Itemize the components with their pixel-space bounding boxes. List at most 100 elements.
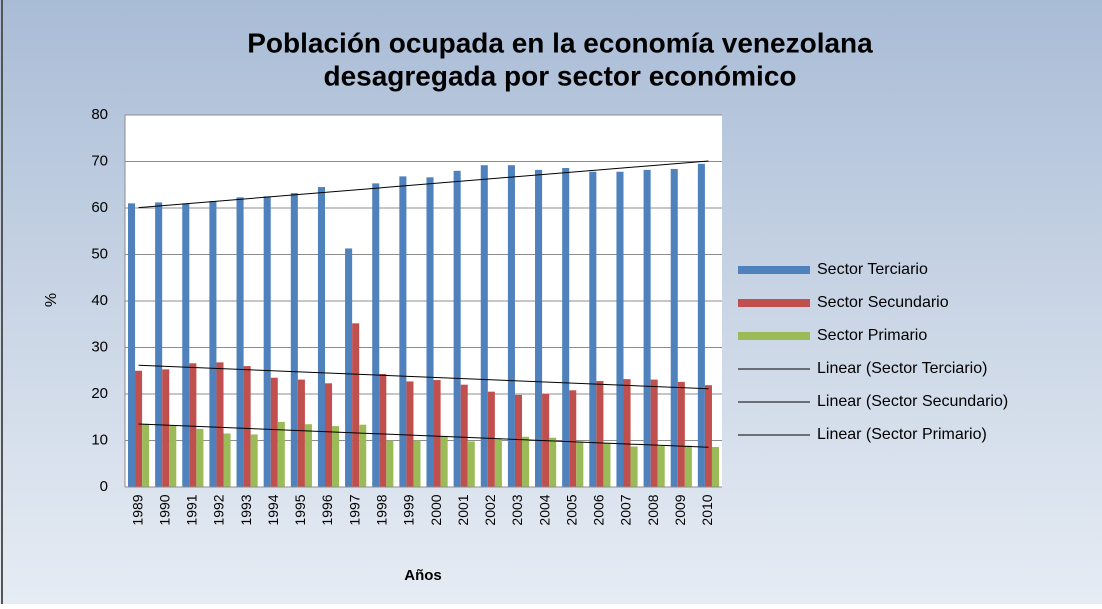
chart-subtitle: desagregada por sector económico — [323, 60, 796, 91]
bar — [324, 383, 333, 487]
y-tick-label: 10 — [91, 431, 108, 448]
x-tick-label: 2009 — [672, 494, 688, 525]
bar — [453, 170, 461, 488]
legend-label: Sector Primario — [817, 327, 927, 344]
bar — [352, 323, 360, 487]
bar — [243, 366, 251, 487]
bar — [711, 447, 720, 487]
y-tick-label: 0 — [100, 478, 108, 495]
x-tick-label: 2003 — [509, 494, 525, 525]
bar — [426, 177, 434, 487]
bar — [345, 248, 353, 487]
bar — [650, 379, 658, 487]
bar — [589, 171, 597, 488]
bar — [290, 193, 298, 487]
bar — [127, 203, 136, 487]
bar — [440, 435, 448, 487]
bar — [216, 362, 224, 487]
x-tick-label: 1992 — [211, 494, 227, 525]
bar — [359, 424, 367, 487]
bar — [460, 384, 468, 487]
bar — [196, 428, 204, 487]
bar — [372, 183, 380, 488]
x-tick-label: 2010 — [699, 494, 715, 525]
bar — [135, 370, 143, 487]
bar — [596, 380, 604, 487]
x-tick-label: 1990 — [156, 494, 172, 525]
bar — [223, 433, 231, 487]
x-tick-label: 2000 — [428, 494, 444, 525]
x-tick-label: 2007 — [618, 494, 634, 525]
bar — [562, 168, 570, 487]
bar — [535, 169, 543, 487]
bar — [263, 196, 271, 487]
bar — [155, 202, 163, 488]
x-tick-label: 1997 — [346, 494, 362, 525]
bar — [670, 168, 678, 487]
bar — [480, 165, 488, 487]
bar — [406, 381, 414, 487]
bar — [399, 176, 407, 487]
trend-line — [138, 423, 709, 448]
bar — [684, 445, 692, 487]
legend-label: Linear (Sector Primario) — [817, 426, 987, 443]
bar — [209, 201, 217, 487]
bar — [277, 421, 285, 487]
bar — [549, 437, 557, 487]
legend-swatch — [738, 266, 810, 274]
y-tick-label: 70 — [91, 152, 108, 169]
x-tick-label: 2001 — [455, 494, 471, 525]
bar — [189, 363, 197, 487]
bar — [623, 379, 631, 487]
x-tick-label: 2006 — [591, 494, 607, 525]
x-tick-label: 1995 — [292, 494, 308, 525]
chart-title: Población ocupada en la economía venezol… — [247, 27, 873, 58]
y-axis-label: % — [43, 293, 60, 307]
trend-line — [138, 364, 709, 390]
bar — [297, 379, 305, 487]
x-tick-label: 1998 — [373, 494, 389, 525]
bar — [386, 440, 394, 487]
bar — [677, 381, 685, 487]
bar — [569, 390, 577, 487]
legend-swatch — [738, 332, 810, 340]
bar — [630, 446, 638, 487]
bar — [514, 394, 523, 487]
y-tick-label: 40 — [91, 292, 108, 309]
x-axis-label: Años — [404, 567, 442, 584]
bar — [616, 171, 624, 488]
bar — [162, 369, 170, 487]
legend-label: Linear (Sector Terciario) — [817, 360, 987, 377]
legend-swatch — [738, 299, 810, 307]
legend-label: Linear (Sector Secundario) — [817, 393, 1008, 410]
x-tick-label: 2004 — [536, 494, 552, 525]
bar — [507, 165, 515, 487]
x-tick-label: 1996 — [319, 494, 335, 525]
bar — [270, 377, 278, 487]
bar — [657, 446, 665, 487]
bar — [522, 436, 530, 487]
bar — [142, 423, 150, 487]
bar — [236, 197, 244, 487]
legend-label: Sector Terciario — [817, 261, 928, 278]
x-tick-label: 2002 — [482, 494, 498, 525]
y-tick-label: 60 — [91, 199, 108, 216]
bar — [603, 443, 611, 487]
bar — [643, 169, 651, 487]
x-tick-label: 1994 — [265, 494, 281, 525]
bar — [433, 380, 441, 487]
bar — [304, 424, 312, 487]
x-tick-label: 2005 — [563, 494, 579, 525]
legend-label: Sector Secundario — [817, 294, 949, 311]
y-tick-label: 80 — [91, 106, 108, 123]
y-tick-label: 20 — [91, 385, 108, 402]
bar — [467, 441, 475, 487]
bar — [697, 163, 705, 487]
bar — [169, 425, 177, 487]
bar — [379, 374, 387, 487]
x-tick-label: 1993 — [238, 494, 254, 525]
bar — [317, 187, 325, 487]
bar — [182, 203, 190, 487]
bar — [332, 426, 340, 487]
